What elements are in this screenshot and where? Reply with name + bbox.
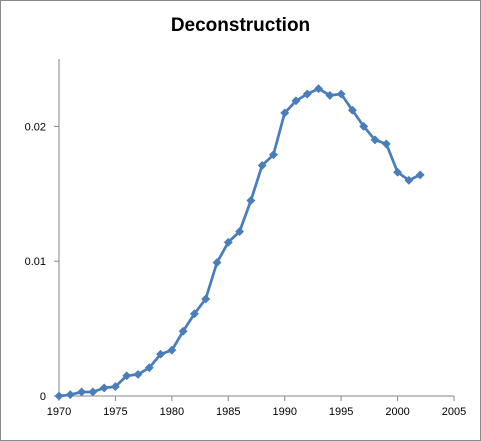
data-point — [246, 195, 256, 206]
data-point — [336, 89, 346, 99]
data-point — [235, 226, 245, 237]
data-point — [110, 382, 120, 392]
data-point — [257, 160, 267, 171]
tick-labels: 1970 1975 1980 1985 1990 1995 2000 2005 0 0.01 0.0… — [25, 121, 467, 418]
x-tick-label: 1990 — [272, 406, 296, 418]
data-point — [201, 294, 211, 304]
data-point — [393, 167, 403, 177]
y-tick-label: 0.02 — [25, 121, 46, 133]
data-point — [223, 237, 233, 247]
data-point — [54, 391, 64, 401]
data-point — [280, 108, 290, 118]
data-point — [291, 96, 301, 106]
data-point — [178, 326, 188, 336]
x-tick-label: 2000 — [385, 406, 409, 418]
data-point — [359, 121, 369, 131]
data-point — [99, 383, 109, 393]
data-point — [144, 363, 154, 373]
x-tick-label: 1995 — [329, 406, 353, 418]
x-tick-label: 1975 — [103, 406, 127, 418]
y-tick-label: 0.01 — [25, 256, 46, 268]
data-point — [302, 89, 312, 99]
data-point — [314, 84, 324, 94]
x-tick-label: 1980 — [160, 406, 184, 418]
y-tick-label: 0 — [40, 391, 46, 403]
x-tick-label: 1970 — [47, 406, 71, 418]
data-point — [415, 170, 425, 180]
data-point — [404, 175, 414, 185]
data-point — [122, 371, 132, 381]
data-point — [381, 139, 391, 149]
data-point — [167, 345, 177, 355]
axes — [54, 59, 455, 401]
series-line — [58, 87, 421, 398]
data-point — [325, 90, 335, 100]
series-group — [54, 84, 425, 401]
data-point — [189, 309, 199, 319]
data-point — [212, 257, 222, 268]
data-point — [268, 150, 278, 160]
x-tick-label: 2005 — [442, 406, 466, 418]
chart-title: Deconstruction — [170, 15, 311, 36]
data-point — [88, 387, 98, 397]
x-tick-label: 1985 — [216, 406, 240, 418]
data-point — [133, 369, 143, 379]
data-point — [347, 105, 357, 115]
data-point — [370, 135, 380, 145]
data-point — [77, 387, 87, 397]
data-point — [65, 390, 75, 400]
data-point — [156, 349, 166, 359]
